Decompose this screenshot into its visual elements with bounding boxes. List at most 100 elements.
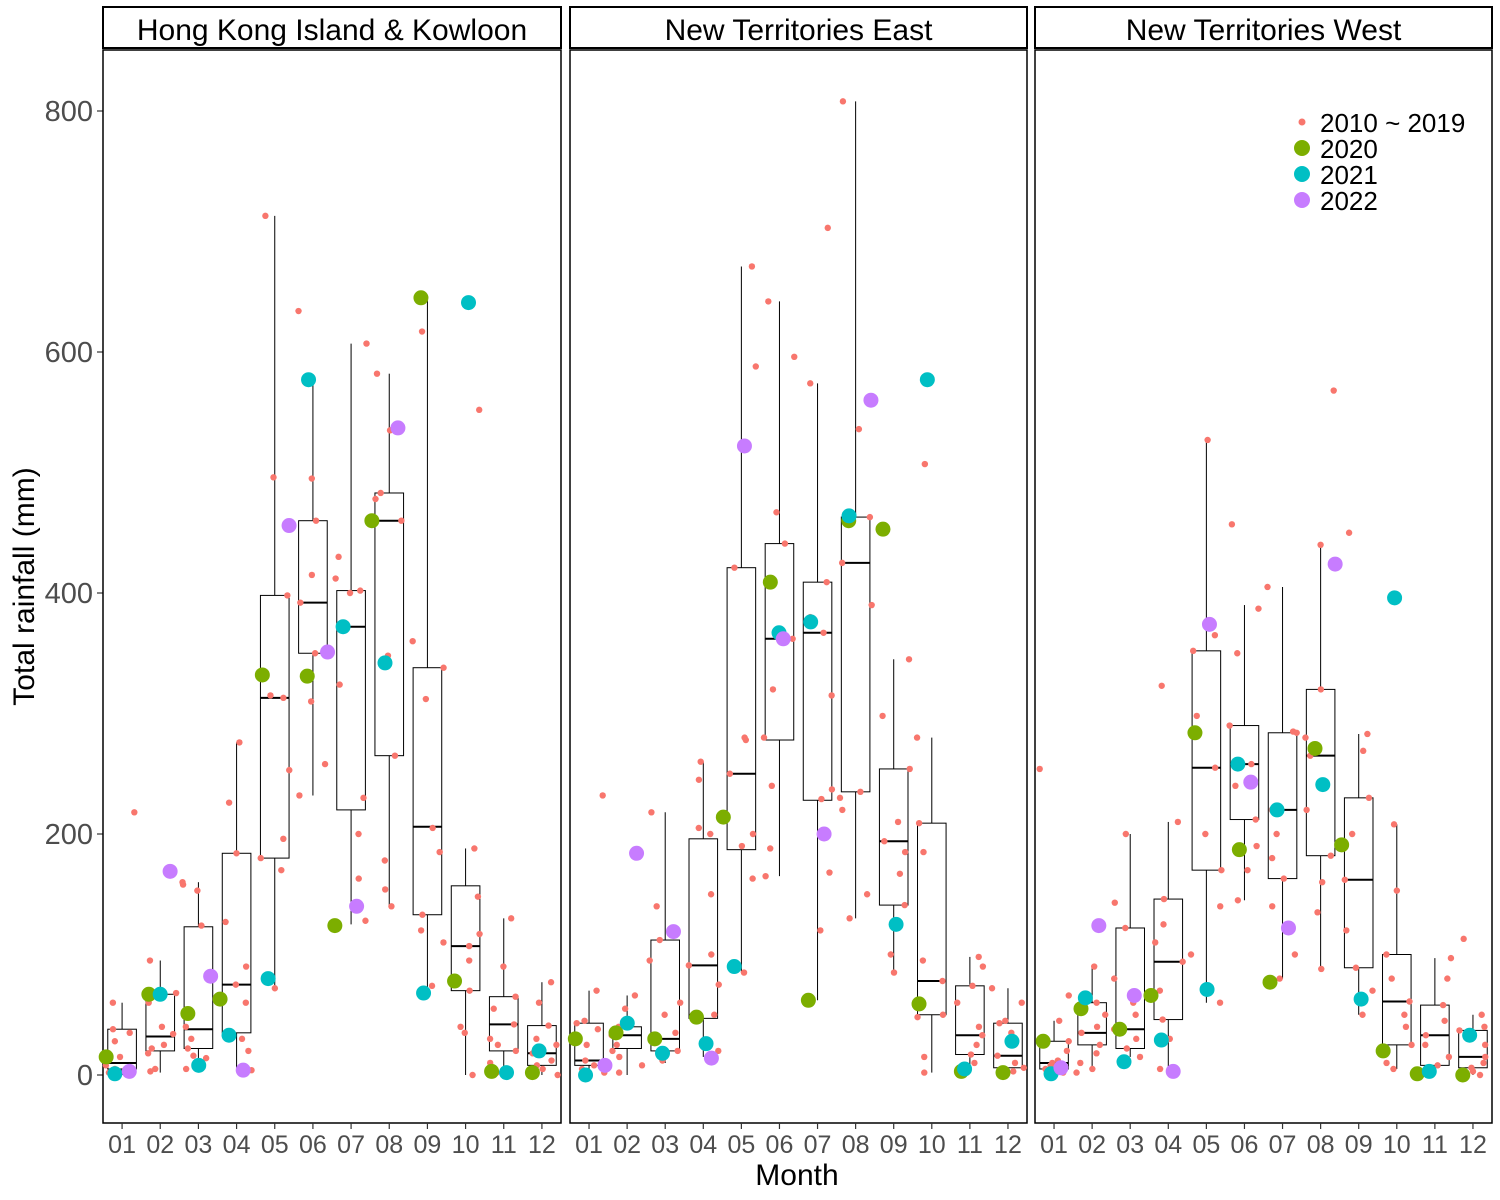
point-2020 xyxy=(484,1063,500,1079)
point-2010-2019 xyxy=(169,1030,177,1038)
point-2010-2019 xyxy=(332,575,339,582)
point-2010-2019 xyxy=(979,1032,986,1039)
point-2010-2019 xyxy=(1255,605,1262,612)
point-2010-2019 xyxy=(1217,903,1224,910)
point-2010-2019 xyxy=(868,601,875,609)
point-2021 xyxy=(499,1065,515,1081)
point-2010-2019 xyxy=(1063,1047,1071,1055)
point-2010-2019 xyxy=(1111,975,1118,982)
x-tick-label: 01 xyxy=(1040,1131,1068,1159)
box xyxy=(1305,688,1336,857)
point-2010-2019 xyxy=(638,1062,646,1069)
point-2022 xyxy=(863,392,879,408)
point-2010-2019 xyxy=(1330,387,1337,394)
point-2010-2019 xyxy=(762,872,769,880)
point-2010-2019 xyxy=(116,1053,124,1061)
point-2010-2019 xyxy=(824,224,831,232)
point-2010-2019 xyxy=(1302,734,1309,741)
point-2021 xyxy=(107,1066,123,1082)
point-2010-2019 xyxy=(594,1026,602,1033)
point-2010-2019 xyxy=(1211,631,1219,639)
facet-strip xyxy=(569,6,1028,49)
point-2010-2019 xyxy=(791,353,798,361)
point-2022 xyxy=(235,1062,251,1078)
box xyxy=(688,838,719,1019)
point-2010-2019 xyxy=(357,587,364,594)
point-2010-2019 xyxy=(1193,712,1200,720)
point-2010-2019 xyxy=(676,999,684,1006)
point-2021 xyxy=(1353,991,1369,1007)
point-2010-2019 xyxy=(708,951,715,958)
point-2010-2019 xyxy=(184,1045,192,1052)
point-2021 xyxy=(1004,1033,1020,1049)
point-2010-2019 xyxy=(648,809,655,816)
point-2010-2019 xyxy=(554,1071,561,1079)
point-2010-2019 xyxy=(583,1041,590,1049)
box xyxy=(412,667,443,916)
point-2010-2019 xyxy=(672,1029,679,1037)
point-2010-2019 xyxy=(707,891,715,898)
point-2010-2019 xyxy=(377,489,384,497)
point-2020 xyxy=(1231,842,1247,858)
box xyxy=(107,1028,137,1070)
point-2020 xyxy=(800,992,816,1008)
point-2010-2019 xyxy=(148,1045,155,1052)
point-2021 xyxy=(152,986,168,1002)
point-2010-2019 xyxy=(388,903,395,910)
point-2010-2019 xyxy=(381,886,389,893)
point-2010-2019 xyxy=(1018,999,1025,1006)
point-2020 xyxy=(327,918,343,934)
point-2010-2019 xyxy=(476,930,483,938)
point-2010-2019 xyxy=(535,999,543,1006)
point-2010-2019 xyxy=(994,1052,1001,1059)
point-2020 xyxy=(447,973,463,989)
point-2010-2019 xyxy=(242,999,250,1006)
x-tick-label: 04 xyxy=(223,1131,251,1159)
x-tick-label: 10 xyxy=(918,1131,946,1159)
point-2010-2019 xyxy=(512,993,519,1000)
point-2010-2019 xyxy=(146,957,154,964)
point-2010-2019 xyxy=(828,786,836,793)
point-2010-2019 xyxy=(1202,830,1209,838)
box xyxy=(450,885,481,992)
point-2010-2019 xyxy=(1390,821,1398,828)
point-2010-2019 xyxy=(476,406,483,414)
point-2021 xyxy=(803,614,819,630)
point-2010-2019 xyxy=(988,985,996,992)
point-2021 xyxy=(888,916,904,932)
point-2010-2019 xyxy=(126,1029,133,1037)
point-2021 xyxy=(619,1015,635,1031)
point-2010-2019 xyxy=(311,650,319,657)
x-tick-label: 08 xyxy=(1307,1131,1335,1159)
point-2010-2019 xyxy=(894,818,902,826)
point-2010-2019 xyxy=(1226,722,1233,729)
point-2010-2019 xyxy=(1318,965,1325,973)
point-2010-2019 xyxy=(440,664,447,671)
point-2010-2019 xyxy=(308,475,315,482)
point-2010-2019 xyxy=(1174,818,1182,826)
point-2010-2019 xyxy=(1248,760,1255,768)
point-2021 xyxy=(221,1027,237,1043)
point-2010-2019 xyxy=(1065,992,1072,999)
point-2010-2019 xyxy=(773,509,780,516)
point-2010-2019 xyxy=(921,1069,928,1076)
point-2010-2019 xyxy=(465,942,473,950)
x-tick-label: 09 xyxy=(1345,1131,1373,1159)
point-2021 xyxy=(578,1067,594,1083)
point-2010-2019 xyxy=(863,891,871,898)
point-2021 xyxy=(1199,981,1215,997)
point-2010-2019 xyxy=(507,915,515,922)
point-2010-2019 xyxy=(1102,1011,1109,1018)
facet-strip-label: New Territories West xyxy=(1126,14,1402,47)
point-2010-2019 xyxy=(373,370,381,377)
point-2010-2019 xyxy=(826,869,833,876)
point-2010-2019 xyxy=(1264,583,1271,591)
point-2010-2019 xyxy=(653,903,660,910)
box xyxy=(259,594,290,859)
point-2010-2019 xyxy=(457,1023,464,1030)
point-2010-2019 xyxy=(1408,1041,1415,1049)
point-2010-2019 xyxy=(921,1053,928,1061)
point-2020 xyxy=(688,1009,704,1025)
